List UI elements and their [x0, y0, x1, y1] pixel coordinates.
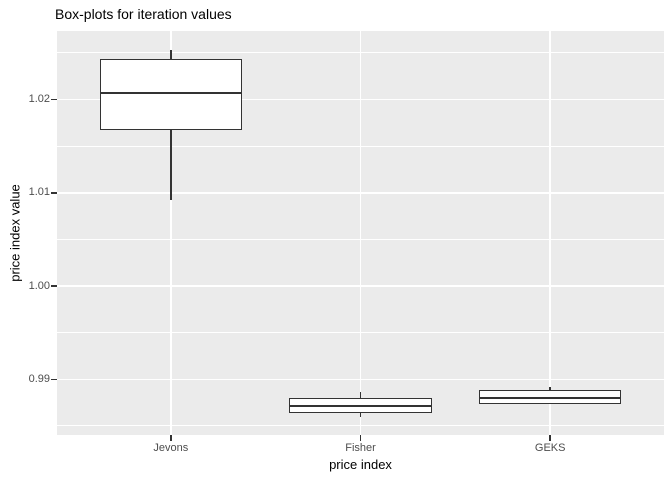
- x-tick-mark: [359, 435, 362, 441]
- y-axis-title: price index value: [7, 184, 23, 282]
- boxplot-box-jevons: [99, 59, 242, 131]
- x-category-label: GEKS: [534, 442, 566, 454]
- y-tick-label: 1.00: [28, 279, 50, 292]
- y-tick-label: 1.01: [28, 186, 50, 199]
- major-gridline-v: [359, 31, 362, 435]
- y-tick-mark: [51, 378, 57, 381]
- y-tick-label: 0.99: [28, 372, 50, 385]
- median-line-fisher: [289, 405, 432, 408]
- lower-whisker-fisher: [359, 412, 362, 417]
- x-tick-mark: [170, 435, 172, 441]
- upper-whisker-jevons: [170, 50, 172, 60]
- plot-panel: [57, 31, 664, 435]
- upper-whisker-geks: [549, 386, 551, 390]
- major-gridline-v: [170, 31, 172, 435]
- x-category-label: Jevons: [153, 442, 189, 454]
- x-axis-title: price index: [329, 457, 392, 472]
- median-line-jevons: [99, 91, 242, 95]
- major-gridline-v: [549, 31, 551, 435]
- x-category-label: Fisher: [345, 442, 376, 454]
- median-line-geks: [479, 396, 622, 400]
- x-tick-mark: [549, 435, 551, 441]
- y-tick-label: 1.02: [28, 93, 50, 106]
- upper-whisker-fisher: [359, 392, 362, 398]
- y-tick-mark: [51, 98, 57, 101]
- y-tick-mark: [51, 285, 57, 287]
- lower-whisker-jevons: [170, 130, 172, 201]
- chart-title: Box-plots for iteration values: [55, 6, 232, 22]
- y-tick-mark: [51, 192, 57, 194]
